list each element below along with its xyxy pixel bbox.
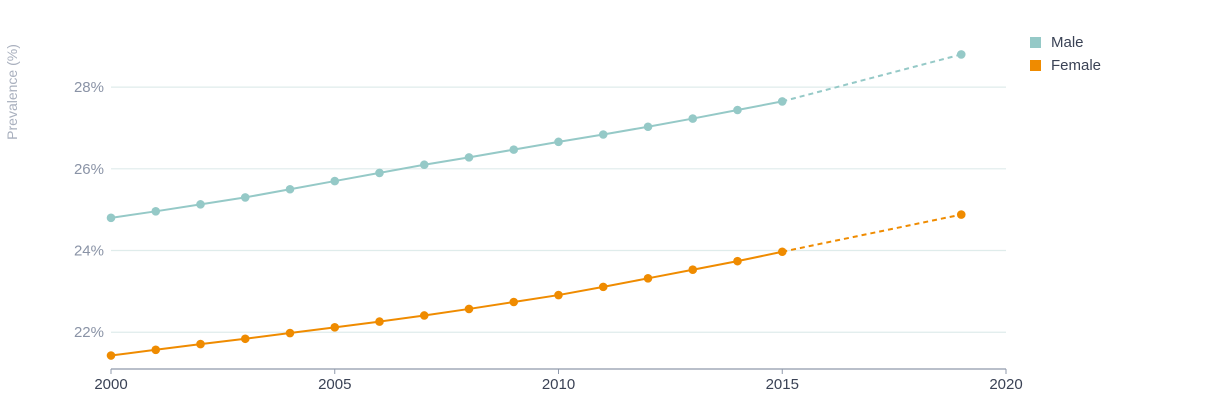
y-axis-label: Prevalence (%) — [4, 44, 20, 140]
male-point-2015 — [777, 97, 787, 106]
male-point-2011 — [598, 130, 608, 139]
female-point-2006 — [375, 317, 384, 326]
female-point-2002 — [196, 339, 205, 349]
male-point-2014 — [733, 105, 742, 115]
female-point-2000 — [106, 351, 116, 360]
female-point-2013 — [688, 265, 698, 275]
female-point-2004 — [285, 328, 295, 338]
x-tick-label-2000: 2000 — [94, 376, 127, 393]
female-series-line — [110, 250, 783, 357]
y-tick-label-24: 24% — [74, 243, 104, 260]
female-projection-line — [782, 213, 962, 253]
female-projection-point-2019 — [956, 210, 966, 219]
male-point-2013 — [688, 114, 698, 123]
x-tick-label-2005: 2005 — [318, 376, 351, 393]
male-point-2007 — [419, 160, 429, 170]
male-point-2001 — [151, 207, 161, 216]
male-point-2002 — [196, 200, 205, 209]
male-point-2008 — [464, 153, 474, 162]
legend-label-male: Male — [1051, 34, 1084, 51]
female-point-2007 — [419, 311, 429, 320]
x-tick-label-2010: 2010 — [542, 376, 575, 393]
y-axis-ticks: 22% 24% 26% 28% — [74, 79, 104, 341]
male-projection-point-2019 — [956, 50, 966, 59]
y-tick-label-26: 26% — [74, 161, 104, 178]
female-point-2008 — [464, 304, 474, 314]
y-tick-label-22: 22% — [74, 324, 104, 341]
female-point-2014 — [733, 256, 742, 266]
x-tick-label-2020: 2020 — [989, 376, 1022, 393]
male-point-2003 — [240, 193, 250, 202]
male-point-2000 — [106, 213, 116, 223]
x-axis-ticks: 2000 2005 2010 2015 2020 — [94, 369, 1023, 393]
female-point-2003 — [240, 334, 250, 344]
gridlines — [111, 86, 1006, 333]
legend-swatch-male — [1030, 37, 1041, 48]
legend-swatch-female — [1030, 60, 1041, 71]
female-point-2005 — [330, 323, 340, 332]
x-tick-label-2015: 2015 — [766, 376, 799, 393]
female-point-2011 — [598, 282, 608, 292]
male-point-2012 — [643, 122, 653, 132]
male-point-2005 — [330, 176, 340, 186]
male-point-2009 — [509, 145, 519, 154]
legend-label-female: Female — [1051, 57, 1101, 74]
male-series-line — [110, 100, 783, 219]
legend: Male Female — [1030, 34, 1101, 74]
female-point-2012 — [643, 274, 653, 283]
female-point-2010 — [554, 290, 563, 300]
female-point-2001 — [151, 345, 161, 355]
y-tick-label-28: 28% — [74, 79, 104, 96]
female-point-2015 — [777, 247, 787, 257]
female-point-2009 — [509, 297, 519, 307]
series-layer — [106, 50, 966, 360]
male-point-2004 — [285, 184, 295, 194]
male-point-2006 — [375, 168, 384, 178]
male-point-2010 — [554, 137, 563, 147]
male-projection-line — [781, 53, 962, 103]
